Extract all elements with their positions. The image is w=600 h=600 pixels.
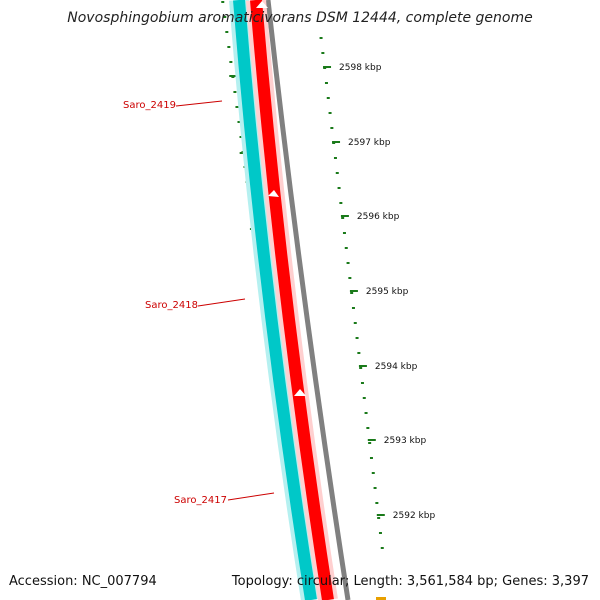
kbp-label: 2595 kbp bbox=[366, 287, 409, 297]
gene-label[interactable]: Saro_2417 bbox=[174, 495, 227, 506]
labels: 2598 kbp 2597 kbp 2596 kbp 2595 kbp 2594 kbp… bbox=[123, 63, 435, 521]
forward-strand-track bbox=[250, 0, 334, 600]
kbp-label: 2594 kbp bbox=[375, 362, 418, 372]
kbp-label: 2592 kbp bbox=[393, 511, 436, 521]
gene-boundary-arrow bbox=[268, 190, 279, 197]
backbone-track bbox=[265, 0, 351, 600]
accession-text: Accession: NC_007794 bbox=[9, 574, 157, 589]
sequence-tracks bbox=[229, 0, 386, 600]
gene-leader-line bbox=[175, 100, 223, 107]
gene-label[interactable]: Saro_2418 bbox=[145, 300, 198, 311]
gene-boundary-arrow bbox=[294, 389, 306, 396]
kbp-label: 2593 kbp bbox=[384, 436, 427, 446]
genome-summary-text: Topology: circular; Length: 3,561,584 bp… bbox=[231, 574, 589, 589]
gene-leader-line bbox=[227, 492, 275, 501]
kbp-label: 2596 kbp bbox=[357, 212, 400, 222]
reverse-strand-track bbox=[233, 0, 317, 600]
gene-label[interactable]: Saro_2419 bbox=[123, 100, 176, 111]
gene-leader-line bbox=[197, 298, 246, 307]
orange-feature-marker bbox=[376, 597, 386, 600]
kbp-label: 2598 kbp bbox=[339, 63, 382, 73]
map-title: Novosphingobium aromaticivorans DSM 1244… bbox=[67, 10, 533, 26]
kbp-label: 2597 kbp bbox=[348, 138, 391, 148]
gene-boundary-arrow bbox=[256, 1, 268, 8]
